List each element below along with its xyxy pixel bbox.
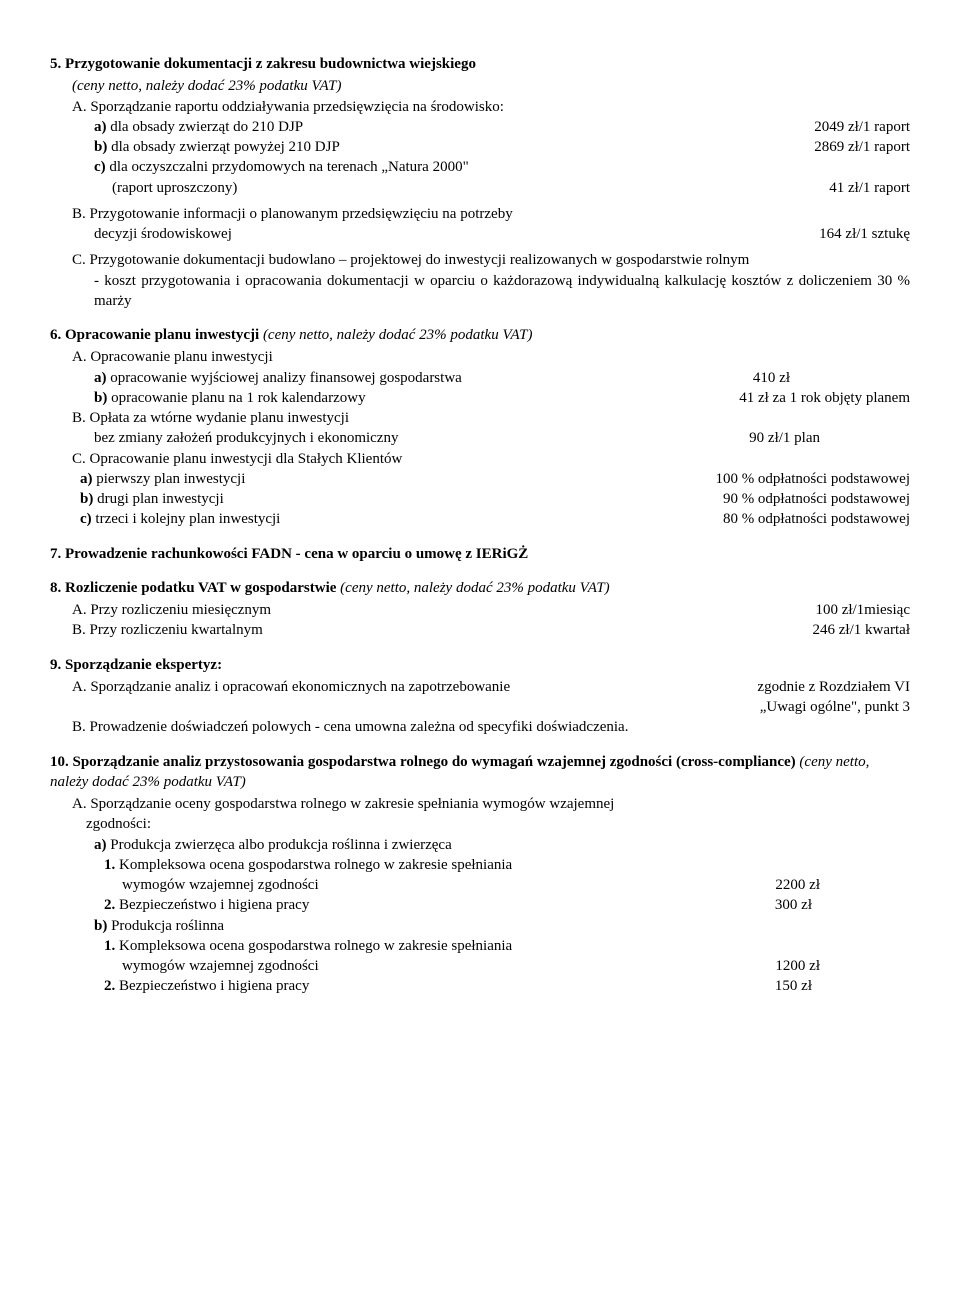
s10-b1-val: 1200 zł — [775, 956, 910, 976]
section-6-title: 6. Opracowanie planu inwestycji (ceny ne… — [50, 325, 910, 345]
s5-c2-row: (raport uproszczony) 41 zł/1 raport — [94, 178, 910, 198]
s5-C1: C. Przygotowanie dokumentacji budowlano … — [72, 250, 910, 270]
s6-cb-val: 90 % odpłatności podstawowej — [723, 489, 910, 509]
section-text: Sporządzanie ekspertyz: — [61, 657, 222, 673]
s6-B1: B. Opłata za wtórne wydanie planu inwest… — [72, 408, 910, 428]
s9-A-row: A. Sporządzanie analiz i opracowań ekono… — [72, 677, 910, 697]
s5-b-label: dla obsady zwierząt powyżej 210 DJP — [111, 139, 340, 155]
s8-A-val: 100 zł/1miesiąc — [815, 600, 910, 620]
section-num: 10. — [50, 754, 69, 770]
s6-title-italic: (ceny netto, należy dodać 23% podatku VA… — [263, 327, 533, 343]
s10-a1-val: 2200 zł — [775, 875, 910, 895]
s5-b-val: 2869 zł/1 raport — [814, 137, 910, 157]
s6-B-val: 90 zł/1 plan — [749, 428, 910, 448]
s10-A1: A. Sporządzanie oceny gospodarstwa rolne… — [72, 794, 910, 814]
s9-A-left: A. Sporządzanie analiz i opracowań ekono… — [72, 677, 727, 697]
section-text: Przygotowanie dokumentacji z zakresu bud… — [61, 56, 476, 72]
s6-A-intro: A. Opracowanie planu inwestycji — [72, 347, 910, 367]
s10-a1-line2: wymogów wzajemnej zgodności — [122, 875, 775, 895]
s5-c1: c) dla oczyszczalni przydomowych na tere… — [94, 157, 910, 177]
s8-B-label: B. Przy rozliczeniu kwartalnym — [72, 620, 813, 640]
section-num: 6. — [50, 327, 61, 343]
section-num: 8. — [50, 580, 61, 596]
s5-C2: - koszt przygotowania i opracowania doku… — [94, 271, 910, 312]
s5-A-intro: A. Sporządzanie raportu oddziaływania pr… — [72, 97, 910, 117]
s10-b2-label: Bezpieczeństwo i higiena pracy — [119, 978, 309, 994]
s6-b-label: opracowanie planu na 1 rok kalendarzowy — [111, 390, 365, 406]
s10-a2-val: 300 zł — [775, 895, 910, 915]
s8-A-label: A. Przy rozliczeniu miesięcznym — [72, 600, 815, 620]
section-10-title: 10. Sporządzanie analiz przystosowania g… — [50, 752, 910, 793]
section-num: 7. — [50, 546, 61, 562]
s6-a-val: 410 zł — [753, 368, 910, 388]
section-text: Prowadzenie rachunkowości FADN - cena w … — [61, 546, 528, 562]
s5-B1: B. Przygotowanie informacji o planowanym… — [72, 204, 910, 224]
s5-B-val: 164 zł/1 sztukę — [819, 224, 910, 244]
s8-B-row: B. Przy rozliczeniu kwartalnym 246 zł/1 … — [72, 620, 910, 640]
s6-cc-val: 80 % odpłatności podstawowej — [723, 509, 910, 529]
s5-B2: decyzji środowiskowej — [94, 224, 819, 244]
s5-B2-row: decyzji środowiskowej 164 zł/1 sztukę — [94, 224, 910, 244]
s9-A-right-2: „Uwagi ogólne", punkt 3 — [760, 697, 910, 717]
s5-a-val: 2049 zł/1 raport — [814, 117, 910, 137]
s6-ca-label: pierwszy plan inwestycji — [96, 471, 245, 487]
s6-B2: bez zmiany założeń produkcyjnych i ekono… — [94, 428, 749, 448]
s5-subtitle: (ceny netto, należy dodać 23% podatku VA… — [72, 76, 910, 96]
s5-a-row: a) dla obsady zwierząt do 210 DJP 2049 z… — [94, 117, 910, 137]
s6-ca-row: a) pierwszy plan inwestycji 100 % odpłat… — [72, 469, 910, 489]
s10-A2: zgodności: — [86, 814, 910, 834]
s6-cb-label: drugi plan inwestycji — [97, 491, 224, 507]
s10-b2-val: 150 zł — [775, 976, 910, 996]
s8-title-italic: (ceny netto, należy dodać 23% podatku VA… — [340, 580, 610, 596]
s10-b2-row: 2. Bezpieczeństwo i higiena pracy 150 zł — [50, 976, 910, 996]
section-5-title: 5. Przygotowanie dokumentacji z zakresu … — [50, 54, 910, 74]
s6-a-row: a) opracowanie wyjściowej analizy finans… — [94, 368, 910, 388]
section-text: Sporządzanie analiz przystosowania gospo… — [69, 754, 800, 770]
section-7-title: 7. Prowadzenie rachunkowości FADN - cena… — [50, 544, 910, 564]
s10-b1-line1: 1. Kompleksowa ocena gospodarstwa rolneg… — [104, 936, 910, 956]
s6-b-row: b) opracowanie planu na 1 rok kalendarzo… — [94, 388, 910, 408]
s10-a2-label: Bezpieczeństwo i higiena pracy — [119, 897, 309, 913]
s10-a-label: a) Produkcja zwierzęca albo produkcja ro… — [94, 835, 910, 855]
s5-c2: (raport uproszczony) — [112, 178, 829, 198]
section-text: Opracowanie planu inwestycji — [61, 327, 263, 343]
s10-a1-line1: 1. Kompleksowa ocena gospodarstwa rolneg… — [104, 855, 910, 875]
s9-B: B. Prowadzenie doświadczeń polowych - ce… — [72, 717, 910, 737]
s5-b-row: b) dla obsady zwierząt powyżej 210 DJP 2… — [94, 137, 910, 157]
s6-a-label: opracowanie wyjściowej analizy finansowe… — [110, 370, 462, 386]
s6-cb-row: b) drugi plan inwestycji 90 % odpłatnośc… — [72, 489, 910, 509]
s5-a-label: dla obsady zwierząt do 210 DJP — [110, 119, 303, 135]
s6-C-intro: C. Opracowanie planu inwestycji dla Stał… — [72, 449, 910, 469]
s8-B-val: 246 zł/1 kwartał — [813, 620, 910, 640]
s9-A-right-1: zgodnie z Rozdziałem VI — [727, 677, 910, 697]
section-num: 9. — [50, 657, 61, 673]
s5-c-val: 41 zł/1 raport — [829, 178, 910, 198]
section-text: Rozliczenie podatku VAT w gospodarstwie — [61, 580, 340, 596]
s6-cc-label: trzeci i kolejny plan inwestycji — [95, 511, 280, 527]
s9-A-right-2-row: „Uwagi ogólne", punkt 3 — [72, 697, 910, 717]
s10-a2-row: 2. Bezpieczeństwo i higiena pracy 300 zł — [50, 895, 910, 915]
s6-cc-row: c) trzeci i kolejny plan inwestycji 80 %… — [72, 509, 910, 529]
s10-b1-line2-row: wymogów wzajemnej zgodności 1200 zł — [50, 956, 910, 976]
s6-B2-row: bez zmiany założeń produkcyjnych i ekono… — [94, 428, 910, 448]
s10-b1-line2: wymogów wzajemnej zgodności — [122, 956, 775, 976]
s6-b-val: 41 zł za 1 rok objęty planem — [739, 388, 910, 408]
s6-ca-val: 100 % odpłatności podstawowej — [715, 469, 910, 489]
section-num: 5. — [50, 56, 61, 72]
s8-A-row: A. Przy rozliczeniu miesięcznym 100 zł/1… — [72, 600, 910, 620]
s10-b-label: b) Produkcja roślinna — [94, 916, 910, 936]
section-8-title: 8. Rozliczenie podatku VAT w gospodarstw… — [50, 578, 910, 598]
s10-a1-line2-row: wymogów wzajemnej zgodności 2200 zł — [50, 875, 910, 895]
section-9-title: 9. Sporządzanie ekspertyz: — [50, 655, 910, 675]
